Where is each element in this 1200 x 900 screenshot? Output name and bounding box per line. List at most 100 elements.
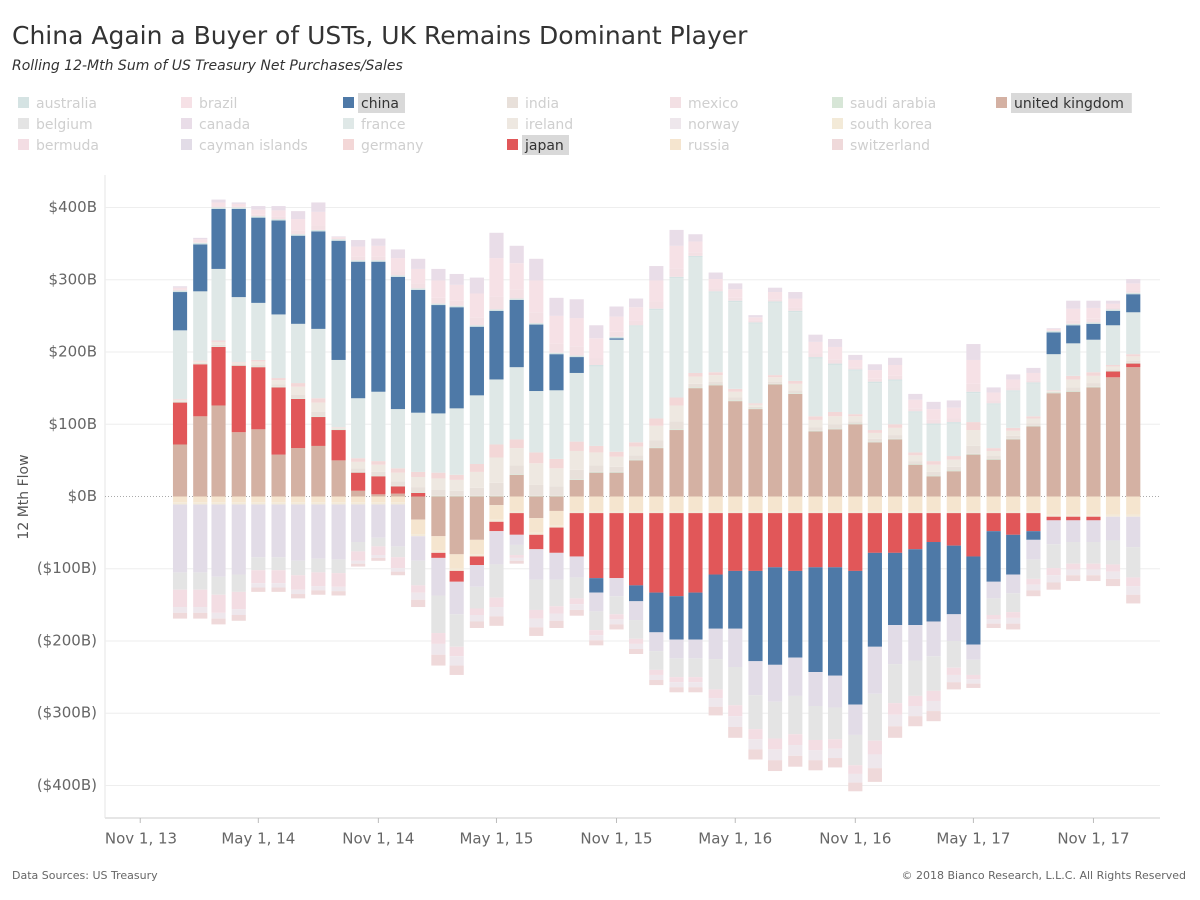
bar-segment [489, 521, 504, 532]
bar-segment [1026, 423, 1041, 426]
bar-segment [748, 403, 763, 405]
bar-segment [331, 573, 346, 587]
bar-segment [271, 557, 286, 571]
bar-segment [1066, 343, 1081, 376]
bar-segment [848, 367, 863, 370]
bar-segment [1006, 390, 1021, 392]
bar-segment [331, 559, 346, 574]
bar-segment [1026, 584, 1041, 591]
bar-segment [331, 460, 346, 497]
legend-swatch [507, 97, 518, 108]
bar-segment [1026, 380, 1041, 383]
bar-segment [251, 359, 266, 362]
bar-segment [291, 386, 306, 395]
bar-segment [211, 594, 226, 613]
legend-label: united kingdom [1014, 96, 1124, 112]
legend-highlight [1011, 93, 1132, 113]
bar-segment [767, 299, 783, 302]
bar-segment [469, 395, 484, 464]
bar-segment [371, 471, 386, 476]
bar-segment [1126, 594, 1141, 604]
bar-segment [1066, 308, 1081, 321]
bar-segment [788, 383, 803, 391]
bar-segment [708, 375, 723, 382]
bar-segment [231, 591, 246, 610]
bar-segment [1046, 391, 1061, 392]
bar-segment [351, 256, 366, 261]
bar-segment [291, 235, 306, 324]
bar-segment [788, 734, 803, 746]
bar-segment [1066, 391, 1081, 392]
bar-segment [609, 472, 624, 497]
bar-segment [371, 496, 386, 503]
bar-segment [529, 312, 544, 324]
bar-segment [986, 392, 1001, 401]
bar-segment [828, 739, 843, 749]
y-tick-label: $200B [49, 343, 97, 361]
bar-segment [708, 288, 723, 292]
bar-segment [649, 425, 664, 441]
bar-segment [1086, 383, 1101, 387]
bar-segment [390, 249, 406, 259]
bar-segment [748, 695, 763, 730]
bar-segment [748, 510, 763, 514]
legend-highlight [522, 135, 569, 155]
bar-segment [1086, 300, 1101, 308]
bar-segment [193, 360, 208, 362]
bar-segment [569, 510, 584, 514]
bar-segment [589, 366, 604, 446]
bar-segment [489, 309, 504, 311]
bar-segment [828, 424, 843, 429]
bar-segment [986, 510, 1001, 514]
bar-segment [251, 570, 266, 584]
bar-segment [311, 225, 326, 230]
bar-segment [649, 592, 664, 633]
bar-segment [867, 693, 882, 741]
bar-segment [193, 612, 208, 619]
bar-segment [251, 361, 266, 366]
bar-segment [788, 393, 803, 497]
bar-segment [669, 268, 684, 277]
legend-label: norway [688, 117, 740, 133]
bar-segment [1086, 496, 1101, 515]
bar-segment [728, 667, 743, 706]
bar-segment [569, 556, 584, 578]
bar-segment [251, 217, 266, 303]
bar-segment [371, 256, 386, 261]
bar-segment [808, 750, 823, 761]
bar-segment [251, 216, 266, 218]
bar-segment [708, 628, 723, 660]
bar-segment [231, 206, 246, 208]
bar-segment [411, 268, 426, 284]
bar-segment [569, 450, 584, 470]
legend-swatch [996, 97, 1007, 108]
bar-segment [172, 444, 188, 497]
bar-segment [411, 283, 426, 289]
bar-segment [231, 365, 246, 433]
bar-segment [1006, 612, 1021, 618]
legend-swatch [670, 118, 681, 129]
bar-segment [390, 546, 406, 558]
bar-segment [1046, 544, 1061, 569]
y-axis-label: 12 Mth Flow [16, 454, 32, 539]
bar-segment [669, 596, 684, 640]
bar-segment [748, 408, 763, 410]
bar-segment [331, 586, 346, 592]
bar-segment [828, 339, 843, 347]
bar-segment [469, 293, 484, 318]
bar-segment [986, 581, 1001, 599]
bar-segment [926, 461, 941, 465]
bar-segment [649, 632, 664, 652]
bar-segment [172, 504, 188, 573]
bar-segment [1046, 575, 1061, 583]
bar-segment [1086, 387, 1101, 497]
bar-segment [808, 416, 823, 420]
bar-segment [1066, 514, 1081, 517]
bar-segment [231, 297, 246, 363]
bar-segment [469, 586, 484, 609]
bar-segment [351, 542, 366, 552]
bar-segment [649, 651, 664, 670]
bar-segment [449, 568, 464, 571]
bar-segment [966, 454, 981, 497]
bar-segment [1026, 531, 1041, 540]
